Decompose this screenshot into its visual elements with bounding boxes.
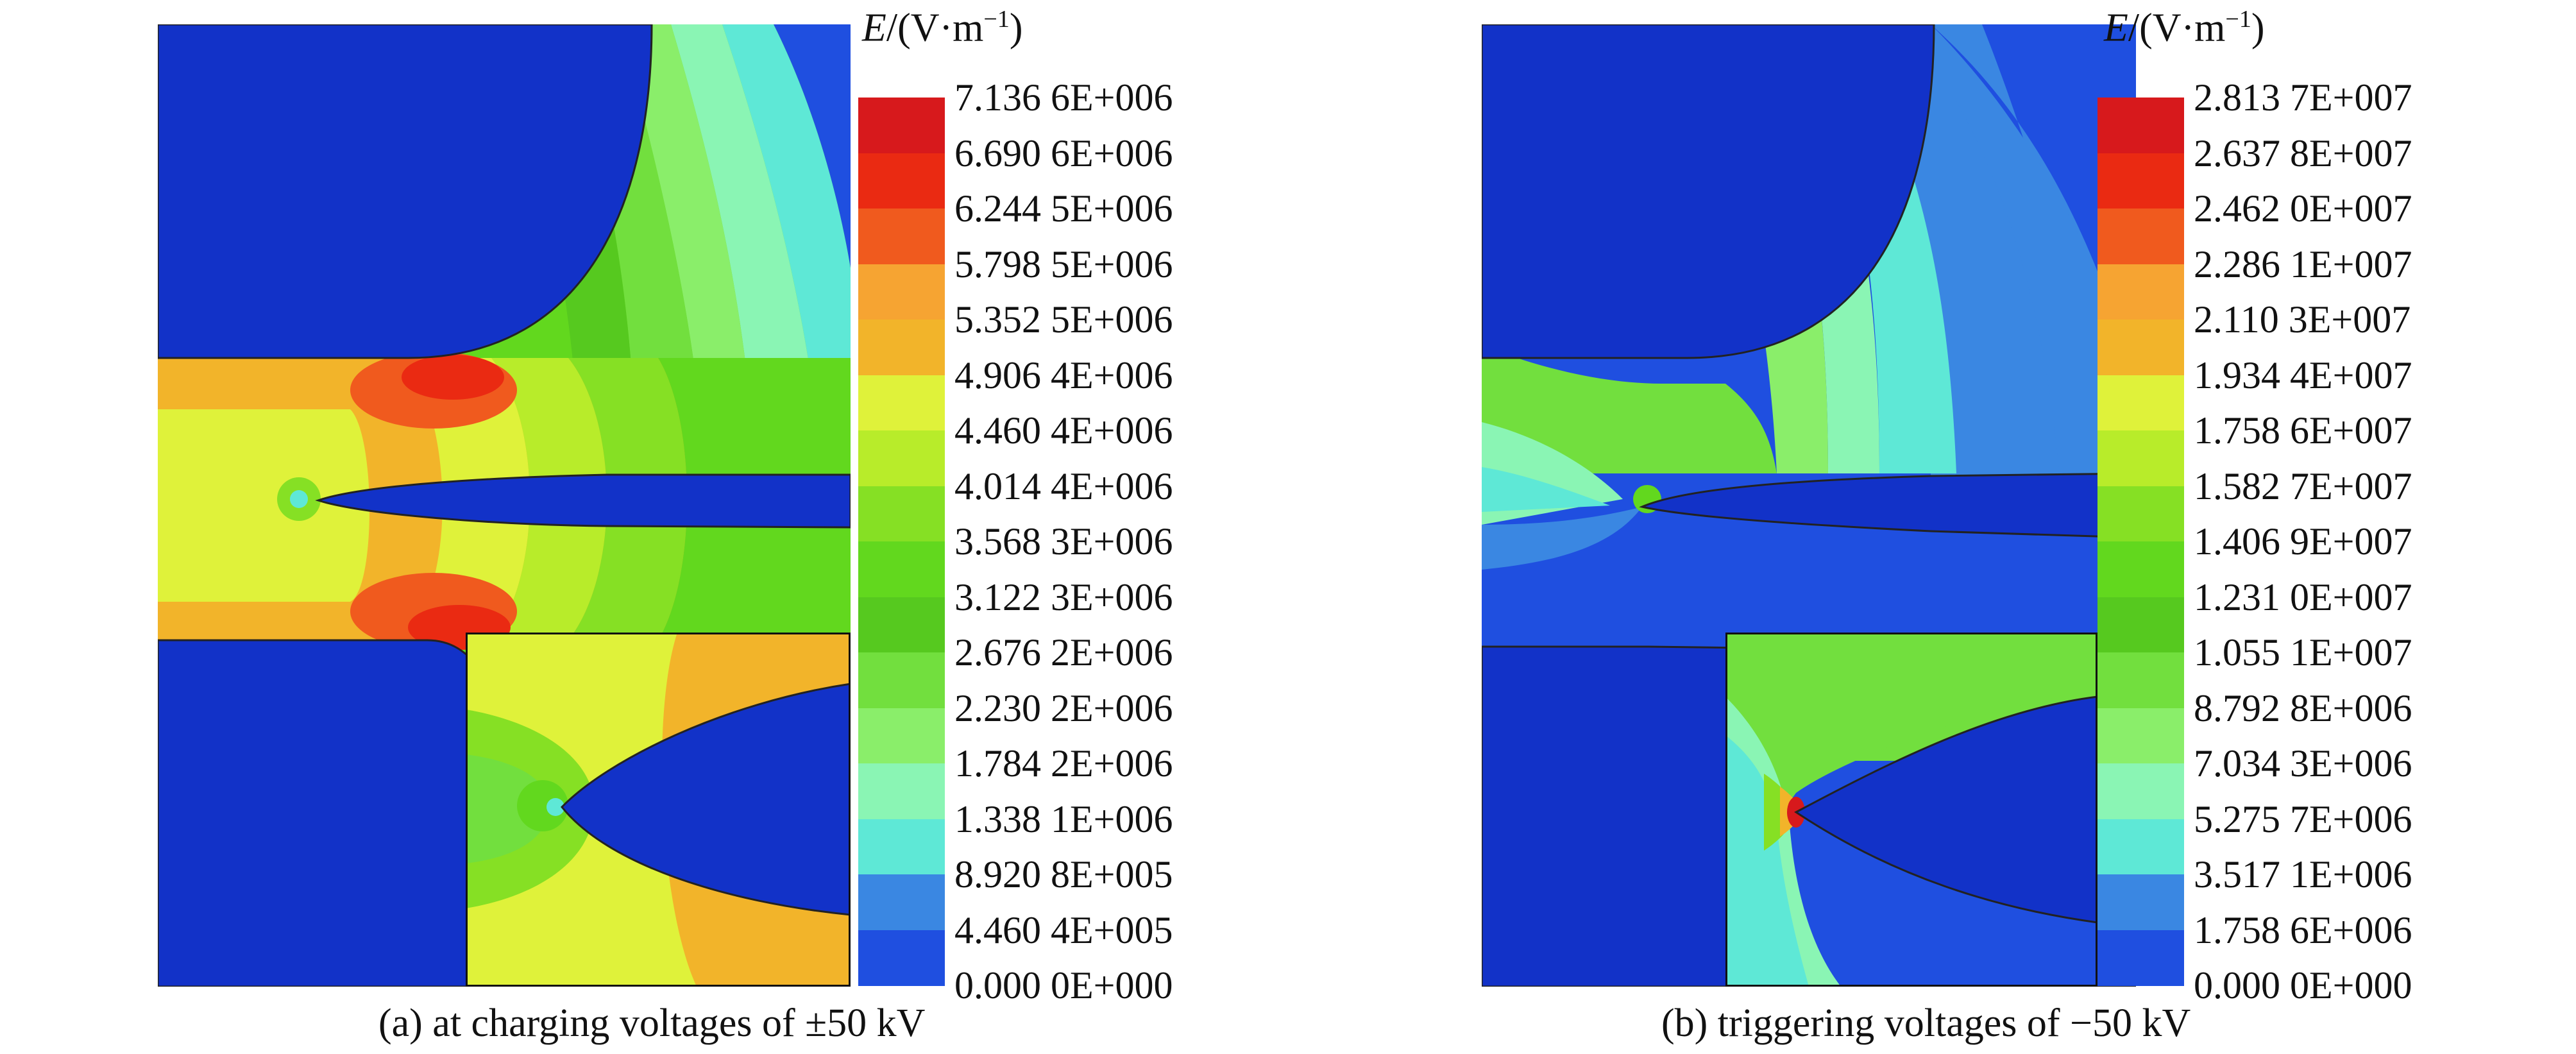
- colorbar-tick-label-a: 4.460 4E+005: [954, 908, 1173, 951]
- colorbar-tick-label-b: 1.934 4E+007: [2194, 353, 2412, 396]
- colorbar-tick-label-a: 4.460 4E+006: [954, 409, 1173, 452]
- colorbar-band-a: [858, 319, 945, 376]
- zoom-inset-b: [1725, 633, 2097, 987]
- colorbar-tick-label-a: 1.784 2E+006: [954, 742, 1173, 785]
- field-plot-a: [158, 24, 851, 987]
- colorbar-band-b: [2097, 98, 2184, 154]
- colorbar-band-b: [2097, 153, 2184, 209]
- caption-a: (a) at charging voltages of ±50 kV: [378, 1001, 926, 1045]
- legend-title-a: E/(V·m−1): [862, 6, 1023, 50]
- colorbar-tick-label-b: 1.231 0E+007: [2194, 575, 2412, 618]
- colorbar-band-a: [858, 597, 945, 653]
- colorbar-tick-label-a: 4.014 4E+006: [954, 464, 1173, 507]
- colorbar-band-a: [858, 98, 945, 154]
- colorbar-tick-label-a: 4.906 4E+006: [954, 353, 1173, 396]
- colorbar-band-a: [858, 264, 945, 320]
- colorbar-band-a: [858, 375, 945, 431]
- colorbar-band-a: [858, 708, 945, 764]
- zoom-inset-a: [466, 633, 851, 987]
- colorbar-tick-label-a: 0.000 0E+000: [954, 964, 1173, 1007]
- colorbar-tick-label-b: 2.637 8E+007: [2194, 132, 2412, 174]
- colorbar-band-a: [858, 208, 945, 265]
- caption-b: (b) triggering voltages of −50 kV: [1661, 1001, 2191, 1045]
- colorbar-tick-label-a: 6.244 5E+006: [954, 187, 1173, 230]
- colorbar-band-b: [2097, 652, 2184, 709]
- colorbar-tick-label-b: 1.582 7E+007: [2194, 464, 2412, 507]
- colorbar-tick-label-b: 5.275 7E+006: [2194, 797, 2412, 840]
- colorbar-tick-label-b: 2.110 3E+007: [2194, 298, 2411, 341]
- colorbar-tick-label-a: 5.798 5E+006: [954, 242, 1173, 285]
- colorbar-tick-label-b: 1.758 6E+007: [2194, 409, 2412, 452]
- colorbar-band-b: [2097, 597, 2184, 653]
- colorbar-band-a: [858, 486, 945, 542]
- colorbar-tick-label-b: 0.000 0E+000: [2194, 964, 2412, 1007]
- colorbar-tick-label-a: 3.568 3E+006: [954, 520, 1173, 563]
- colorbar-tick-label-b: 1.055 1E+007: [2194, 631, 2412, 674]
- colorbar-tick-label-b: 1.758 6E+006: [2194, 908, 2412, 951]
- colorbar-tick-label-b: 1.406 9E+007: [2194, 520, 2412, 563]
- colorbar-band-b: [2097, 708, 2184, 764]
- colorbar-band-b: [2097, 874, 2184, 931]
- colorbar-tick-label-a: 1.338 1E+006: [954, 797, 1173, 840]
- colorbar-band-b: [2097, 430, 2184, 487]
- colorbar-band-b: [2097, 930, 2184, 986]
- colorbar-band-a: [858, 541, 945, 598]
- colorbar-band-a: [858, 819, 945, 875]
- colorbar-band-b: [2097, 319, 2184, 376]
- colorbar-tick-label-b: 8.792 8E+006: [2194, 686, 2412, 729]
- colorbar-band-a: [858, 930, 945, 986]
- colorbar-band-b: [2097, 819, 2184, 875]
- colorbar-tick-label-a: 7.136 6E+006: [954, 76, 1173, 119]
- colorbar-band-b: [2097, 375, 2184, 431]
- colorbar-tick-label-b: 2.462 0E+007: [2194, 187, 2412, 230]
- colorbar-tick-label-a: 6.690 6E+006: [954, 132, 1173, 174]
- colorbar-tick-label-a: 2.230 2E+006: [954, 686, 1173, 729]
- colorbar-band-a: [858, 652, 945, 709]
- colorbar-tick-label-a: 2.676 2E+006: [954, 631, 1173, 674]
- colorbar-tick-label-a: 5.352 5E+006: [954, 298, 1173, 341]
- colorbar-band-b: [2097, 763, 2184, 820]
- colorbar-band-b: [2097, 541, 2184, 598]
- colorbar-tick-label-b: 3.517 1E+006: [2194, 853, 2412, 896]
- colorbar-band-a: [858, 430, 945, 487]
- legend-title-b: E/(V·m−1): [2104, 6, 2265, 50]
- colorbar-band-b: [2097, 208, 2184, 265]
- colorbar-tick-label-a: 8.920 8E+005: [954, 853, 1173, 896]
- colorbar-tick-label-a: 3.122 3E+006: [954, 575, 1173, 618]
- colorbar-tick-label-b: 2.286 1E+007: [2194, 242, 2412, 285]
- colorbar-tick-label-b: 2.813 7E+007: [2194, 76, 2412, 119]
- colorbar-band-a: [858, 763, 945, 820]
- colorbar-band-b: [2097, 264, 2184, 320]
- colorbar-band-a: [858, 153, 945, 209]
- colorbar-band-b: [2097, 486, 2184, 542]
- colorbar-tick-label-b: 7.034 3E+006: [2194, 742, 2412, 785]
- colorbar-band-a: [858, 874, 945, 931]
